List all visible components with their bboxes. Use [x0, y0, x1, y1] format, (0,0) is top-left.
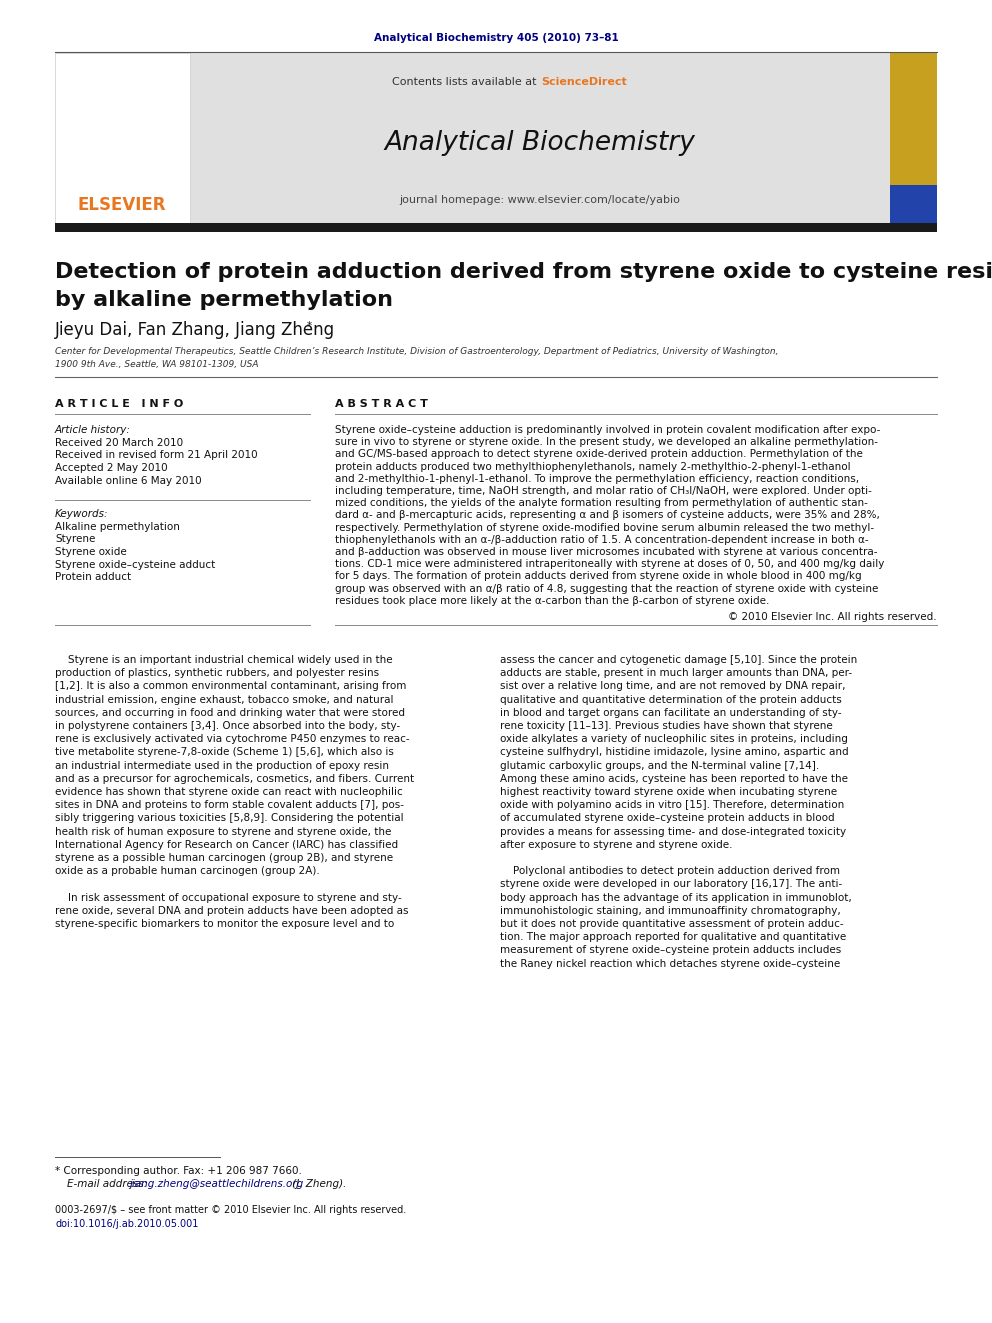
Text: Styrene oxide: Styrene oxide [55, 546, 127, 557]
Text: sure in vivo to styrene or styrene oxide. In the present study, we developed an : sure in vivo to styrene or styrene oxide… [335, 437, 878, 447]
Text: thiophenylethanols with an α-/β-adduction ratio of 1.5. A concentration-dependen: thiophenylethanols with an α-/β-adductio… [335, 534, 869, 545]
Text: assess the cancer and cytogenetic damage [5,10]. Since the protein: assess the cancer and cytogenetic damage… [500, 655, 857, 665]
Text: rene oxide, several DNA and protein adducts have been adopted as: rene oxide, several DNA and protein addu… [55, 906, 409, 916]
Text: in blood and target organs can facilitate an understanding of sty-: in blood and target organs can facilitat… [500, 708, 841, 718]
Text: and 2-methylthio-1-phenyl-1-ethanol. To improve the permethylation efficiency, r: and 2-methylthio-1-phenyl-1-ethanol. To … [335, 474, 859, 484]
Text: styrene as a possible human carcinogen (group 2B), and styrene: styrene as a possible human carcinogen (… [55, 853, 393, 863]
Text: and β-adduction was observed in mouse liver microsomes incubated with styrene at: and β-adduction was observed in mouse li… [335, 546, 878, 557]
Text: an industrial intermediate used in the production of epoxy resin: an industrial intermediate used in the p… [55, 761, 389, 770]
Text: in polystyrene containers [3,4]. Once absorbed into the body, sty-: in polystyrene containers [3,4]. Once ab… [55, 721, 400, 732]
Text: ELSEVIER: ELSEVIER [77, 196, 167, 214]
Text: tive metabolite styrene-7,8-oxide (Scheme 1) [5,6], which also is: tive metabolite styrene-7,8-oxide (Schem… [55, 747, 394, 757]
Text: highest reactivity toward styrene oxide when incubating styrene: highest reactivity toward styrene oxide … [500, 787, 837, 796]
Text: tions. CD-1 mice were administered intraperitoneally with styrene at doses of 0,: tions. CD-1 mice were administered intra… [335, 560, 885, 569]
Text: mized conditions, the yields of the analyte formation resulting from permethylat: mized conditions, the yields of the anal… [335, 499, 868, 508]
Text: and GC/MS-based approach to detect styrene oxide-derived protein adduction. Perm: and GC/MS-based approach to detect styre… [335, 450, 863, 459]
Text: protein adducts produced two methylthiophenylethanols, namely 2-methylthio-2-phe: protein adducts produced two methylthiop… [335, 462, 850, 471]
Text: Styrene oxide–cysteine adduction is predominantly involved in protein covalent m: Styrene oxide–cysteine adduction is pred… [335, 425, 880, 435]
Text: Available online 6 May 2010: Available online 6 May 2010 [55, 475, 201, 486]
Text: immunohistologic staining, and immunoaffinity chromatography,: immunohistologic staining, and immunoaff… [500, 906, 841, 916]
Text: residues took place more likely at the α-carbon than the β-carbon of styrene oxi: residues took place more likely at the α… [335, 595, 770, 606]
Text: sist over a relative long time, and are not removed by DNA repair,: sist over a relative long time, and are … [500, 681, 845, 692]
Text: Received in revised form 21 April 2010: Received in revised form 21 April 2010 [55, 451, 258, 460]
Text: Alkaline permethylation: Alkaline permethylation [55, 523, 180, 532]
Text: sibly triggering various toxicities [5,8,9]. Considering the potential: sibly triggering various toxicities [5,8… [55, 814, 404, 823]
Text: In risk assessment of occupational exposure to styrene and sty-: In risk assessment of occupational expos… [55, 893, 402, 902]
Text: Styrene is an important industrial chemical widely used in the: Styrene is an important industrial chemi… [55, 655, 393, 665]
Text: Keywords:: Keywords: [55, 509, 108, 519]
Text: Contents lists available at: Contents lists available at [392, 77, 540, 87]
Bar [55, 224, 937, 232]
Text: health risk of human exposure to styrene and styrene oxide, the: health risk of human exposure to styrene… [55, 827, 392, 836]
Text: body approach has the advantage of its application in immunoblot,: body approach has the advantage of its a… [500, 893, 852, 902]
Text: production of plastics, synthetic rubbers, and polyester resins: production of plastics, synthetic rubber… [55, 668, 379, 679]
Text: industrial emission, engine exhaust, tobacco smoke, and natural: industrial emission, engine exhaust, tob… [55, 695, 394, 705]
Text: glutamic carboxylic groups, and the N-terminal valine [7,14].: glutamic carboxylic groups, and the N-te… [500, 761, 819, 770]
Text: cysteine sulfhydryl, histidine imidazole, lysine amino, aspartic and: cysteine sulfhydryl, histidine imidazole… [500, 747, 848, 757]
Text: oxide with polyamino acids in vitro [15]. Therefore, determination: oxide with polyamino acids in vitro [15]… [500, 800, 844, 810]
Text: doi:10.1016/j.ab.2010.05.001: doi:10.1016/j.ab.2010.05.001 [55, 1218, 198, 1229]
Text: adducts are stable, present in much larger amounts than DNA, per-: adducts are stable, present in much larg… [500, 668, 852, 679]
Text: * Corresponding author. Fax: +1 206 987 7660.: * Corresponding author. Fax: +1 206 987 … [55, 1166, 302, 1176]
Text: rene toxicity [11–13]. Previous studies have shown that styrene: rene toxicity [11–13]. Previous studies … [500, 721, 832, 732]
Text: A R T I C L E   I N F O: A R T I C L E I N F O [55, 400, 184, 409]
Text: sites in DNA and proteins to form stable covalent adducts [7], pos-: sites in DNA and proteins to form stable… [55, 800, 404, 810]
Text: Accepted 2 May 2010: Accepted 2 May 2010 [55, 463, 168, 474]
Text: rene is exclusively activated via cytochrome P450 enzymes to reac-: rene is exclusively activated via cytoch… [55, 734, 410, 745]
Text: for 5 days. The formation of protein adducts derived from styrene oxide in whole: for 5 days. The formation of protein add… [335, 572, 862, 581]
Text: but it does not provide quantitative assessment of protein adduc-: but it does not provide quantitative ass… [500, 919, 843, 929]
Text: tion. The major approach reported for qualitative and quantitative: tion. The major approach reported for qu… [500, 933, 846, 942]
Text: and as a precursor for agrochemicals, cosmetics, and fibers. Current: and as a precursor for agrochemicals, co… [55, 774, 414, 783]
Text: after exposure to styrene and styrene oxide.: after exposure to styrene and styrene ox… [500, 840, 732, 849]
Text: the Raney nickel reaction which detaches styrene oxide–cysteine: the Raney nickel reaction which detaches… [500, 959, 840, 968]
Text: ScienceDirect: ScienceDirect [541, 77, 627, 87]
Text: Detection of protein adduction derived from styrene oxide to cysteine residues: Detection of protein adduction derived f… [55, 262, 992, 282]
Text: jiang.zheng@seattlechildrens.org: jiang.zheng@seattlechildrens.org [129, 1179, 304, 1189]
Text: of accumulated styrene oxide–cysteine protein adducts in blood: of accumulated styrene oxide–cysteine pr… [500, 814, 834, 823]
Text: Analytical Biochemistry 405 (2010) 73–81: Analytical Biochemistry 405 (2010) 73–81 [374, 33, 618, 44]
Text: Jieyu Dai, Fan Zhang, Jiang Zheng: Jieyu Dai, Fan Zhang, Jiang Zheng [55, 321, 335, 339]
Text: oxide as a probable human carcinogen (group 2A).: oxide as a probable human carcinogen (gr… [55, 867, 319, 876]
Text: Polyclonal antibodies to detect protein adduction derived from: Polyclonal antibodies to detect protein … [500, 867, 840, 876]
Bar [190, 53, 890, 225]
Text: *: * [307, 321, 312, 331]
Text: 0003-2697/$ – see front matter © 2010 Elsevier Inc. All rights reserved.: 0003-2697/$ – see front matter © 2010 El… [55, 1205, 407, 1215]
Bar [55, 53, 190, 225]
Text: Protein adduct: Protein adduct [55, 572, 131, 582]
Text: A B S T R A C T: A B S T R A C T [335, 400, 428, 409]
Text: oxide alkylates a variety of nucleophilic sites in proteins, including: oxide alkylates a variety of nucleophili… [500, 734, 848, 745]
Text: Article history:: Article history: [55, 425, 131, 435]
Text: sources, and occurring in food and drinking water that were stored: sources, and occurring in food and drink… [55, 708, 405, 718]
Text: styrene-specific biomarkers to monitor the exposure level and to: styrene-specific biomarkers to monitor t… [55, 919, 394, 929]
Text: styrene oxide were developed in our laboratory [16,17]. The anti-: styrene oxide were developed in our labo… [500, 880, 842, 889]
Text: Received 20 March 2010: Received 20 March 2010 [55, 438, 184, 448]
Text: measurement of styrene oxide–cysteine protein adducts includes: measurement of styrene oxide–cysteine pr… [500, 946, 841, 955]
Text: E-mail address:: E-mail address: [67, 1179, 151, 1189]
Bar [890, 185, 937, 225]
Text: International Agency for Research on Cancer (IARC) has classified: International Agency for Research on Can… [55, 840, 398, 849]
Text: Among these amino acids, cysteine has been reported to have the: Among these amino acids, cysteine has be… [500, 774, 848, 783]
Text: provides a means for assessing time- and dose-integrated toxicity: provides a means for assessing time- and… [500, 827, 846, 836]
Text: dard α- and β-mercapturic acids, representing α and β isomers of cysteine adduct: dard α- and β-mercapturic acids, represe… [335, 511, 880, 520]
Text: (J. Zheng).: (J. Zheng). [289, 1179, 346, 1189]
Text: including temperature, time, NaOH strength, and molar ratio of CH₃I/NaOH, were e: including temperature, time, NaOH streng… [335, 486, 872, 496]
Text: Styrene: Styrene [55, 534, 95, 545]
Text: Analytical Biochemistry: Analytical Biochemistry [385, 130, 695, 156]
Text: Styrene oxide–cysteine adduct: Styrene oxide–cysteine adduct [55, 560, 215, 569]
Text: 1900 9th Ave., Seattle, WA 98101-1309, USA: 1900 9th Ave., Seattle, WA 98101-1309, U… [55, 360, 259, 369]
Bar [890, 53, 937, 225]
Text: respectively. Permethylation of styrene oxide-modified bovine serum albumin rele: respectively. Permethylation of styrene … [335, 523, 874, 533]
Text: [1,2]. It is also a common environmental contaminant, arising from: [1,2]. It is also a common environmental… [55, 681, 407, 692]
Text: by alkaline permethylation: by alkaline permethylation [55, 290, 393, 310]
Text: © 2010 Elsevier Inc. All rights reserved.: © 2010 Elsevier Inc. All rights reserved… [728, 613, 937, 622]
Text: evidence has shown that styrene oxide can react with nucleophilic: evidence has shown that styrene oxide ca… [55, 787, 403, 796]
Text: Center for Developmental Therapeutics, Seattle Children’s Research Institute, Di: Center for Developmental Therapeutics, S… [55, 348, 779, 356]
Text: qualitative and quantitative determination of the protein adducts: qualitative and quantitative determinati… [500, 695, 842, 705]
Text: group was observed with an α/β ratio of 4.8, suggesting that the reaction of sty: group was observed with an α/β ratio of … [335, 583, 878, 594]
Text: journal homepage: www.elsevier.com/locate/yabio: journal homepage: www.elsevier.com/locat… [400, 194, 681, 205]
